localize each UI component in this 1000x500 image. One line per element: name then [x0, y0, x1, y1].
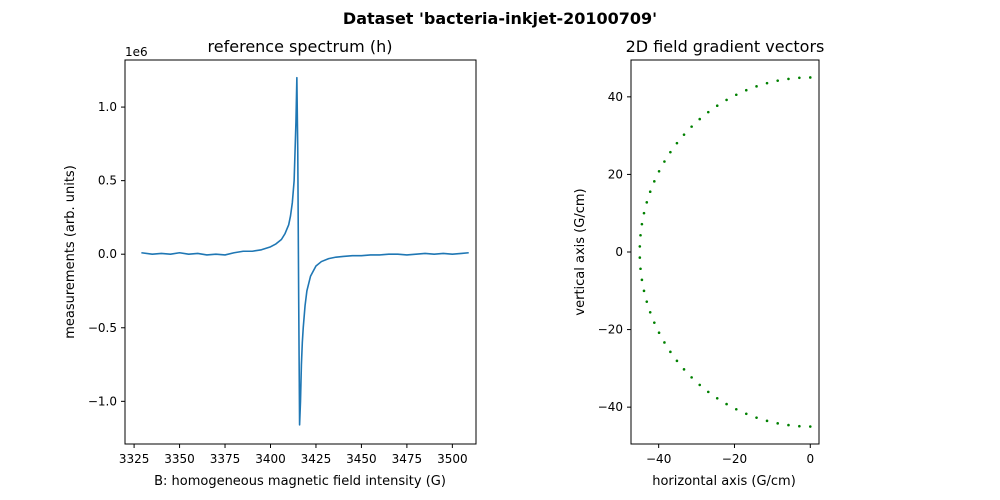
gradient-point — [669, 150, 672, 154]
gradient-point — [706, 110, 710, 114]
gradient-point — [642, 289, 646, 293]
spectrum-x-tick-label: 3325 — [119, 452, 150, 466]
spectrum-line — [141, 76, 469, 426]
gradient-point — [675, 141, 679, 145]
gradient-points — [638, 76, 812, 428]
gradient-point — [765, 419, 769, 423]
gradient-point — [690, 376, 693, 379]
gradient-point — [682, 133, 686, 136]
gradient-point — [787, 77, 790, 81]
spectrum-y-tick-label: −0.5 — [88, 321, 117, 335]
gradient-point — [639, 267, 642, 271]
gradient-point — [776, 422, 779, 425]
gradient-y-tick-label: −20 — [598, 323, 623, 337]
gradient-point — [798, 76, 801, 80]
gradient-point — [715, 104, 719, 108]
gradient-y-ticks: 40 20 0 −20 −40 — [598, 90, 631, 414]
gradient-x-ticks: −40 −20 0 — [646, 444, 814, 466]
spectrum-x-tick-label: 3475 — [392, 452, 423, 466]
gradient-point — [638, 245, 642, 248]
gradient-point — [645, 201, 649, 204]
gradient-point — [657, 169, 661, 173]
gradient-point — [648, 190, 652, 194]
spectrum-x-tick-label: 3500 — [437, 452, 468, 466]
gradient-point — [755, 416, 758, 419]
spectrum-x-ticks: 3325 3350 3375 3400 3425 3450 3475 3500 — [119, 444, 468, 466]
gradient-panel: 2D field gradient vectors −40 −20 0 40200−… — [573, 37, 824, 489]
gradient-point — [640, 222, 644, 226]
gradient-point — [734, 93, 738, 97]
gradient-point — [669, 350, 672, 354]
gradient-point — [653, 321, 656, 324]
gradient-point — [648, 310, 652, 314]
gradient-point — [715, 396, 719, 400]
spectrum-y-label: measurements (arb. units) — [63, 165, 78, 339]
gradient-point — [645, 300, 649, 303]
gradient-point — [765, 81, 769, 85]
gradient-y-tick-label: −40 — [598, 400, 623, 414]
gradient-point — [663, 160, 666, 163]
spectrum-y-tick-label: 0.0 — [98, 247, 117, 261]
gradient-point — [638, 256, 642, 259]
gradient-y-tick-label: 40 — [608, 90, 623, 104]
spectrum-x-tick-label: 3425 — [301, 452, 332, 466]
spectrum-x-tick-label: 3350 — [164, 452, 195, 466]
gradient-point — [744, 412, 748, 416]
gradient-y-tick-label: 0 — [615, 245, 623, 259]
gradient-point — [755, 85, 758, 88]
gradient-x-label: horizontal axis (G/cm) — [652, 474, 796, 489]
spectrum-y-tick-label: 1.0 — [98, 100, 117, 114]
gradient-point — [787, 423, 790, 427]
spectrum-title: reference spectrum (h) — [208, 37, 393, 56]
spectrum-y-tick-label: 0.5 — [98, 174, 117, 188]
gradient-point — [640, 278, 644, 282]
figure-suptitle: Dataset 'bacteria-inkjet-20100709' — [343, 9, 657, 28]
spectrum-x-tick-label: 3400 — [255, 452, 286, 466]
gradient-point — [675, 359, 679, 363]
gradient-x-tick-label: −40 — [646, 452, 671, 466]
gradient-point — [776, 79, 779, 82]
gradient-point — [808, 425, 812, 428]
spectrum-plot-frame — [124, 59, 477, 445]
gradient-point — [653, 180, 656, 183]
gradient-y-tick-label: 20 — [608, 167, 623, 181]
spectrum-panel: reference spectrum (h) 1e6 3325 3350 3375 3… — [63, 37, 477, 489]
spectrum-y-ticks: 1.0 0.5 0.0 −0.5 −1.0 — [88, 100, 125, 408]
gradient-point — [808, 76, 812, 79]
gradient-title: 2D field gradient vectors — [626, 37, 825, 56]
spectrum-x-label: B: homogeneous magnetic field intensity … — [154, 474, 446, 489]
gradient-x-tick-label: −20 — [722, 452, 747, 466]
gradient-x-tick-label: 0 — [806, 452, 814, 466]
gradient-plot-frame — [630, 59, 820, 445]
gradient-point — [682, 368, 686, 371]
gradient-point — [734, 407, 738, 411]
gradient-point — [744, 88, 748, 92]
spectrum-y-tick-label: −1.0 — [88, 394, 117, 408]
gradient-point — [706, 390, 710, 394]
gradient-point — [725, 402, 728, 406]
spectrum-offset-label: 1e6 — [125, 45, 148, 59]
gradient-point — [690, 125, 693, 128]
spectrum-x-tick-label: 3375 — [210, 452, 241, 466]
spectrum-series — [141, 76, 469, 426]
gradient-point — [642, 211, 646, 215]
gradient-point — [663, 341, 666, 344]
spectrum-x-tick-label: 3450 — [346, 452, 377, 466]
gradient-point — [698, 117, 702, 121]
gradient-y-label: vertical axis (G/cm) — [573, 188, 588, 315]
gradient-point — [639, 233, 642, 237]
gradient-point — [725, 98, 728, 102]
gradient-point — [698, 383, 702, 387]
gradient-point — [798, 424, 801, 428]
gradient-point — [657, 331, 661, 335]
